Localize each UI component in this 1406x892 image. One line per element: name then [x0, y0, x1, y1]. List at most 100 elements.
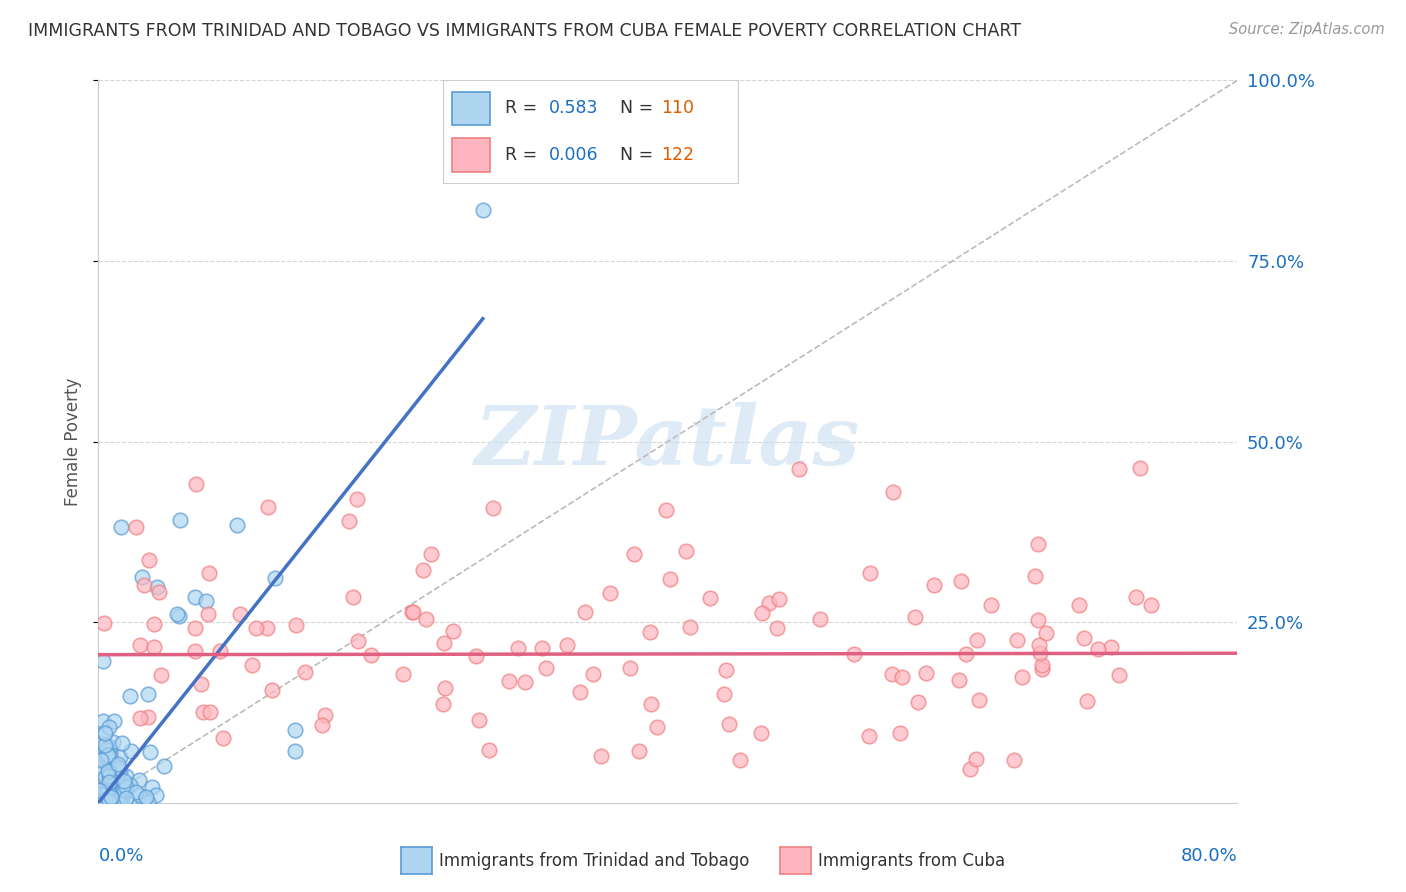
Point — [949, 574, 972, 588]
Point — [1108, 667, 1130, 681]
Point — [128, 796, 150, 810]
Point — [142, 640, 165, 655]
Point — [401, 605, 423, 619]
Point — [262, 682, 284, 697]
Point — [94, 792, 117, 806]
Point — [103, 714, 125, 728]
Point — [118, 689, 141, 703]
Point — [191, 705, 214, 719]
Text: IMMIGRANTS FROM TRINIDAD AND TOBAGO VS IMMIGRANTS FROM CUBA FEMALE POVERTY CORRE: IMMIGRANTS FROM TRINIDAD AND TOBAGO VS I… — [28, 22, 1021, 40]
Point — [94, 790, 117, 805]
Point — [141, 780, 163, 794]
Point — [89, 794, 111, 808]
Point — [100, 791, 122, 805]
Point — [98, 774, 121, 789]
FancyBboxPatch shape — [451, 92, 491, 126]
Point — [360, 648, 382, 662]
Point — [96, 758, 118, 772]
Point — [89, 735, 111, 749]
Point — [138, 553, 160, 567]
Point — [150, 668, 173, 682]
Point — [115, 769, 138, 783]
Point — [183, 643, 205, 657]
Point — [907, 696, 929, 710]
Point — [97, 786, 120, 800]
Point — [91, 654, 114, 668]
Point — [749, 726, 772, 740]
Text: Source: ZipAtlas.com: Source: ZipAtlas.com — [1229, 22, 1385, 37]
Text: 122: 122 — [661, 145, 695, 163]
Point — [498, 674, 520, 689]
Point — [197, 566, 219, 581]
Point — [93, 770, 115, 784]
Point — [97, 778, 120, 792]
Point — [1087, 641, 1109, 656]
Point — [96, 742, 118, 756]
Point — [91, 714, 114, 728]
Point — [412, 563, 434, 577]
Point — [105, 771, 128, 785]
Point — [134, 794, 156, 808]
Point — [751, 607, 773, 621]
Point — [675, 544, 697, 558]
Point — [90, 753, 112, 767]
Point — [169, 514, 191, 528]
Text: 0.0%: 0.0% — [98, 847, 143, 864]
Point — [97, 748, 120, 763]
Point — [891, 669, 914, 683]
Point — [128, 711, 150, 725]
Point — [478, 743, 501, 757]
Point — [184, 621, 207, 635]
Point — [1028, 638, 1050, 652]
Text: Immigrants from Cuba: Immigrants from Cuba — [818, 852, 1005, 870]
Text: 80.0%: 80.0% — [1181, 847, 1237, 864]
Point — [787, 462, 810, 476]
Text: R =: R = — [505, 145, 543, 163]
Point — [699, 591, 721, 606]
Point — [1031, 658, 1053, 673]
Point — [229, 607, 252, 621]
Point — [534, 660, 557, 674]
Point — [90, 764, 112, 779]
Point — [101, 792, 124, 806]
Point — [337, 514, 360, 528]
Point — [212, 731, 235, 746]
Point — [1069, 598, 1091, 612]
Point — [948, 673, 970, 688]
Point — [508, 641, 530, 656]
Point — [716, 663, 738, 677]
Point — [148, 585, 170, 599]
Point — [138, 745, 160, 759]
Point — [859, 566, 882, 581]
Point — [94, 786, 117, 800]
Point — [135, 789, 157, 804]
Point — [471, 203, 494, 218]
Point — [619, 661, 641, 675]
Point — [167, 609, 190, 624]
Point — [347, 633, 370, 648]
Point — [314, 708, 336, 723]
Point — [104, 795, 127, 809]
Point — [93, 755, 115, 769]
Point — [143, 617, 166, 632]
Point — [240, 658, 263, 673]
Point — [904, 610, 927, 624]
Point — [582, 666, 605, 681]
Point — [464, 648, 486, 663]
Point — [659, 572, 682, 586]
Point — [110, 749, 132, 764]
Point — [844, 647, 866, 661]
Point — [311, 717, 333, 731]
Point — [128, 772, 150, 787]
Point — [1026, 536, 1049, 550]
Point — [443, 624, 465, 638]
Point — [922, 577, 945, 591]
Point — [713, 687, 735, 701]
Point — [87, 794, 110, 808]
Point — [434, 681, 457, 695]
Point — [112, 783, 135, 797]
Point — [146, 580, 169, 594]
Point — [284, 723, 307, 737]
Point — [882, 667, 904, 681]
Point — [226, 518, 249, 533]
